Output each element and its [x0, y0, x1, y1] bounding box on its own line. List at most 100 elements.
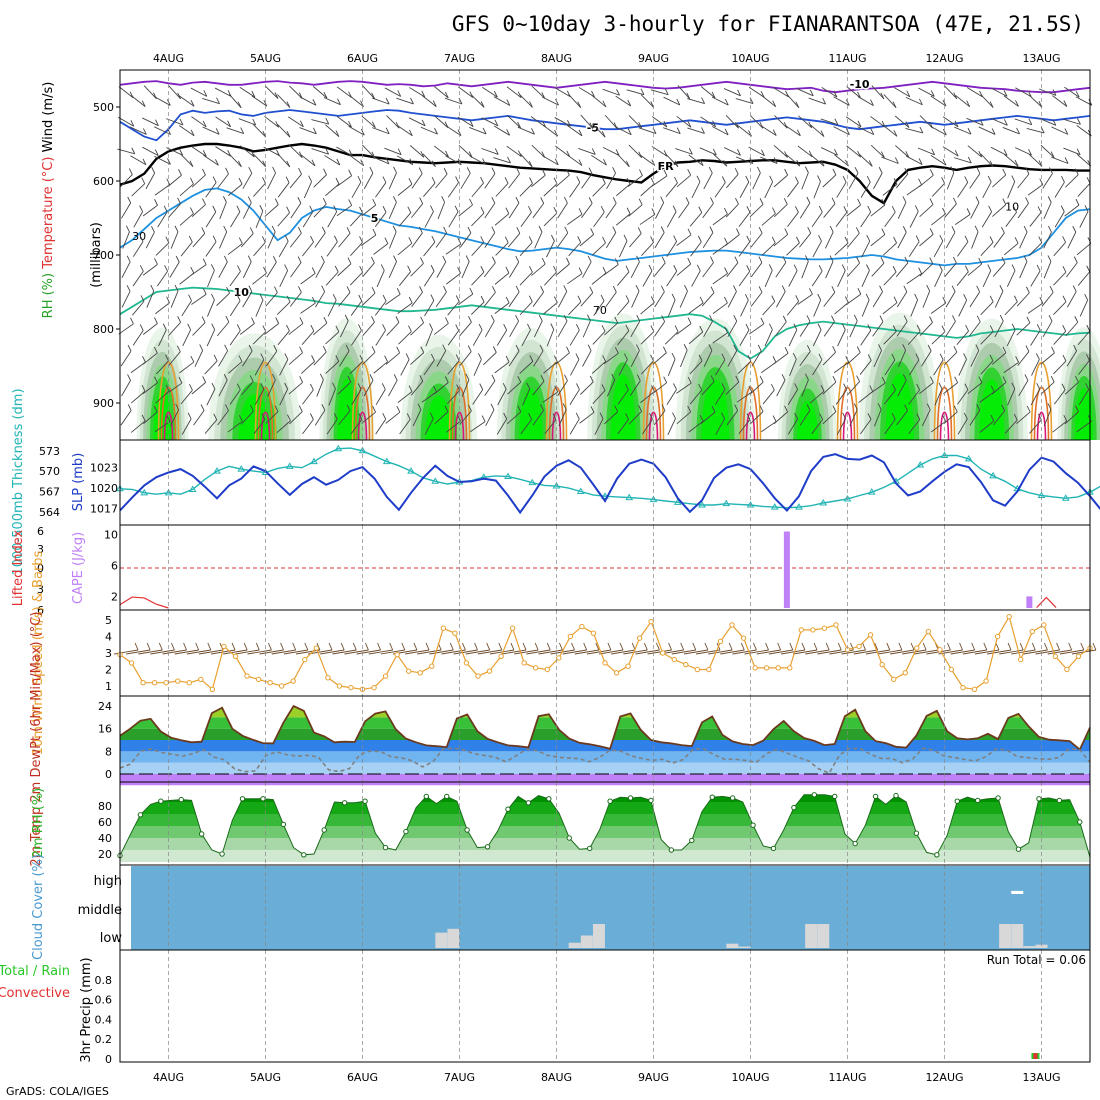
wind-barb [676, 382, 692, 394]
wind-barb [965, 324, 969, 332]
wind-barb [1066, 262, 1078, 278]
wind-speed-marker [821, 625, 828, 631]
wind-barb [581, 173, 593, 189]
wind-barb [957, 182, 969, 198]
wind-barb [399, 419, 411, 435]
wind-barb [405, 353, 410, 360]
wind-barb [652, 352, 667, 365]
thickness-marker [625, 493, 634, 501]
date-label-top: 11AUG [828, 52, 866, 65]
wind-barb [748, 146, 765, 157]
wind-barb [466, 167, 471, 174]
wind-barb [896, 291, 908, 308]
temp-tick-label: 16 [98, 723, 112, 736]
wind-barb [896, 321, 908, 337]
wind-barb [699, 325, 704, 333]
wind-barb [327, 300, 337, 317]
wind-barb [842, 175, 847, 183]
wind-barb [375, 182, 387, 198]
wind-barb [230, 211, 241, 228]
wind-barb [178, 169, 182, 176]
wind-barb [332, 294, 337, 301]
wind-barb [930, 155, 947, 166]
wind-barb [382, 324, 386, 331]
wind-barb [753, 642, 757, 651]
rh-marker [913, 830, 920, 836]
wind-barb [1017, 351, 1030, 366]
wind-barb [794, 412, 799, 420]
wind-barb [881, 228, 886, 235]
wind-barb [724, 128, 729, 136]
wind-barb [1063, 414, 1068, 422]
wind-barb [783, 198, 788, 205]
wind-barb [577, 236, 582, 243]
wind-barb [823, 292, 836, 307]
wind-barb [170, 231, 179, 249]
wind-barb [671, 649, 696, 655]
wind-barb [1040, 144, 1055, 158]
wind-barb [401, 642, 406, 651]
wind-barb [982, 181, 992, 199]
wind-barb [225, 404, 229, 411]
wind-barb [433, 323, 449, 335]
wind-barb [242, 291, 253, 308]
wind-barb [555, 98, 559, 106]
wind-barb [289, 232, 302, 248]
wind-barb [155, 242, 170, 256]
wind-barb [372, 156, 390, 165]
wind-barb [388, 172, 397, 190]
wind-barb [141, 100, 146, 107]
wind-barb [179, 272, 195, 285]
wind-barb [1060, 205, 1065, 212]
wind-barb [309, 383, 314, 391]
wind-barb [215, 159, 219, 166]
wind-barb [918, 382, 934, 395]
wind-barb [820, 118, 838, 126]
wind-barb [385, 97, 390, 105]
wind-barb [171, 642, 175, 651]
chart-title: GFS 0~10day 3-hourly for FIANARANTSOA (4… [452, 12, 1084, 36]
wind-barb [865, 293, 870, 301]
wind-barb [759, 405, 764, 412]
wind-barb [929, 376, 934, 383]
wind-barb [179, 95, 195, 107]
wind-barb [533, 350, 544, 367]
wind-barb [879, 285, 883, 292]
wind-barb [494, 302, 510, 315]
wind-barb [575, 323, 580, 331]
wind-speed-marker [244, 673, 250, 679]
wind-barb [735, 197, 739, 205]
wind-barb [606, 379, 616, 397]
wind-barb [954, 149, 959, 157]
wind-barb [528, 205, 532, 213]
wind-barb [832, 168, 837, 176]
rh-tick-label: 40 [98, 832, 112, 845]
wind-barb [727, 320, 738, 338]
wind-barb [531, 174, 546, 188]
wind-barb [673, 235, 678, 242]
wind-barb [845, 116, 862, 128]
wind-barb [532, 380, 545, 396]
wind-barb [129, 126, 147, 135]
wind-barb [625, 383, 629, 390]
wind-barb [871, 262, 885, 277]
wind-barb [906, 273, 922, 285]
wind-barb [746, 413, 751, 420]
wind-barb [737, 124, 752, 137]
wind-barb [1004, 419, 1018, 434]
wind-barb [720, 649, 745, 655]
wind-barb [819, 413, 824, 420]
wind-barb [1054, 181, 1065, 198]
wind-barb [505, 355, 510, 363]
wind-barb [166, 99, 171, 106]
precip-legend-convective: Convective [0, 986, 70, 1001]
wind-barb [817, 175, 821, 182]
wind-barb [371, 316, 375, 323]
rh-marker [893, 792, 899, 799]
wind-barb [919, 234, 934, 247]
wind-barb [436, 350, 447, 367]
wind-barb [552, 413, 557, 420]
wind-barb [240, 127, 245, 134]
wind-barb [764, 329, 773, 347]
